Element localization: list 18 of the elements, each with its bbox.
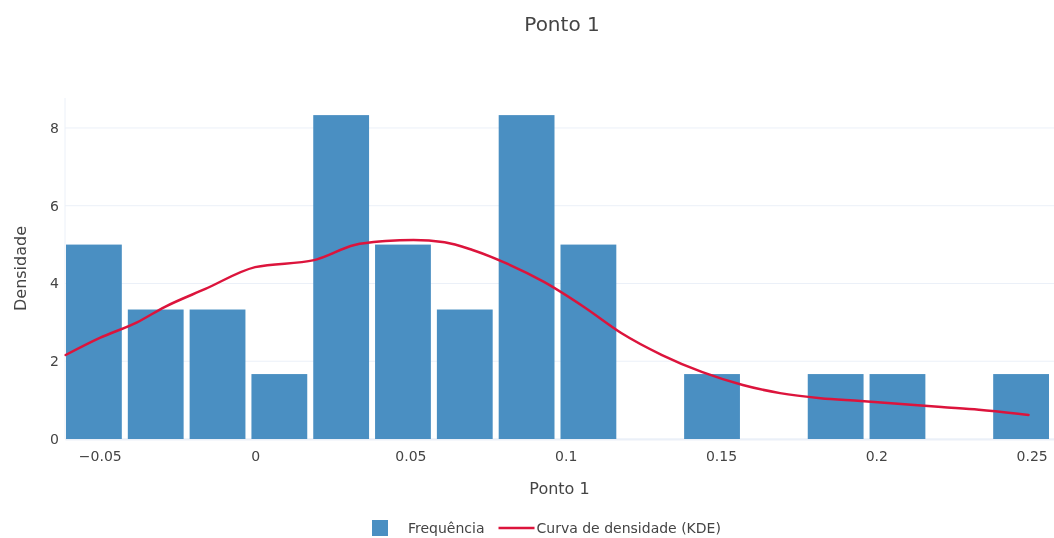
x-tick-label: −0.05 xyxy=(78,447,122,464)
y-tick-label: 8 xyxy=(50,119,59,136)
line-series xyxy=(64,238,1030,417)
y-axis-title: Densidade xyxy=(11,225,30,312)
y-tick-label: 0 xyxy=(50,430,59,447)
x-tick-label: 0.15 xyxy=(705,447,738,464)
y-tick-label: 2 xyxy=(50,353,59,370)
x-tick-label: 0 xyxy=(251,447,261,464)
x-axis-title: Ponto 1 xyxy=(529,479,590,498)
x-tick-label: 0.1 xyxy=(555,447,578,464)
x-tick-label: 0.05 xyxy=(395,447,427,464)
x-tick-label: 0.2 xyxy=(865,447,888,464)
y-tick-label: 4 xyxy=(50,275,60,292)
y-tick-label: 6 xyxy=(50,197,60,214)
chart-title: Ponto 1 xyxy=(524,12,600,36)
legend-label: Curva de densidade (KDE) xyxy=(536,520,721,536)
legend-label: Frequência xyxy=(408,520,485,536)
x-tick-label: 0.25 xyxy=(1016,447,1048,464)
